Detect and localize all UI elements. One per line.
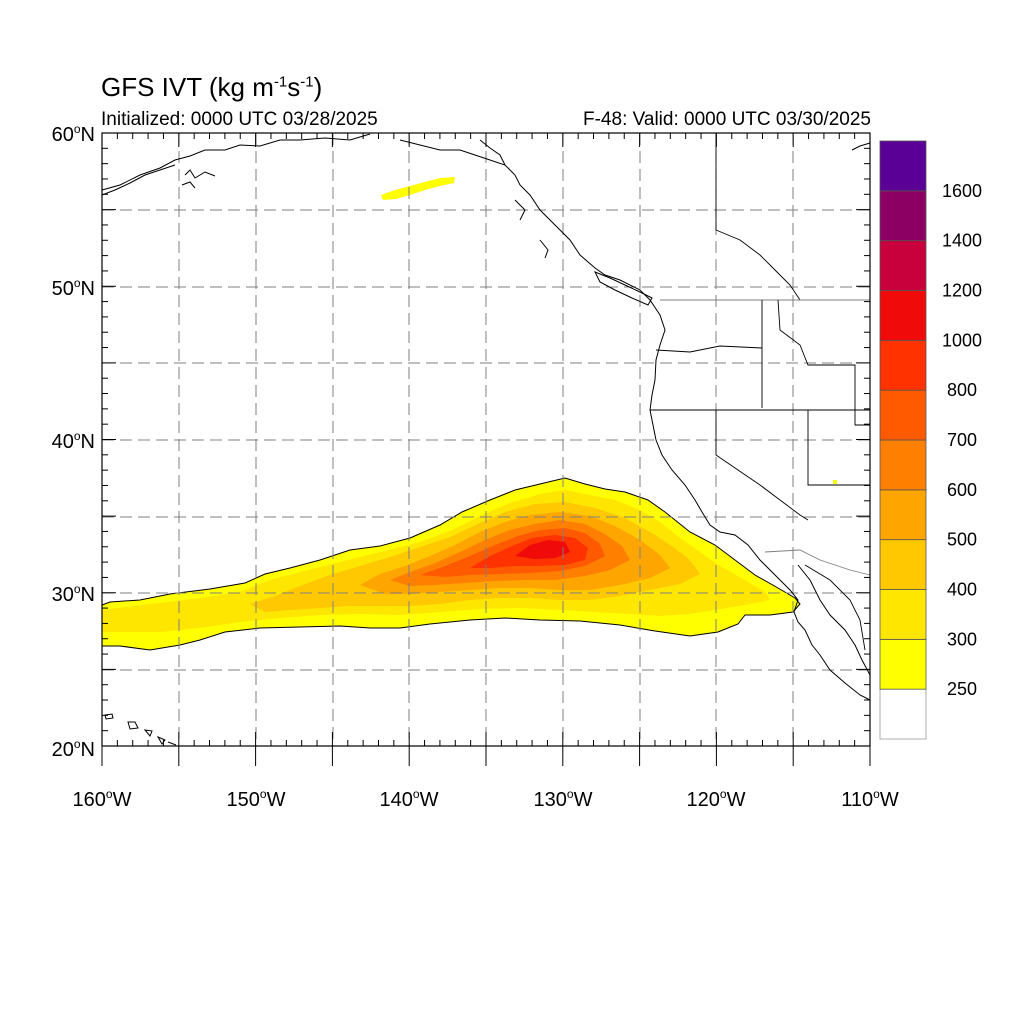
lat-label-20: 20oN [52, 737, 95, 761]
ivt-shade-1000 [515, 540, 570, 559]
colorbar-label: 1200 [942, 281, 982, 301]
baja-gulf [797, 564, 871, 676]
colorbar-label: 1400 [942, 231, 982, 251]
colorbar-swatch [879, 688, 927, 740]
colorbar-swatch [879, 290, 927, 341]
alaska-peninsula [101, 164, 176, 196]
coast-islands-bc [479, 139, 549, 259]
vancouver-island [593, 271, 653, 306]
lat-label-50: 50oN [52, 276, 95, 300]
colorbar-label: 800 [947, 380, 977, 400]
alaska-islands [181, 169, 216, 189]
colorbar-label: 700 [947, 430, 977, 450]
lon-label-130: 130oW [534, 787, 593, 811]
lon-label-120: 120oW [687, 787, 746, 811]
colorbar-swatch [879, 389, 927, 441]
colorbar: 250 300 400 500 600 700 800 1000 1200 1400 1600 [879, 140, 982, 740]
nevada-utah [807, 410, 870, 486]
colorbar-label: 600 [947, 480, 977, 500]
colorbar-swatch [879, 190, 927, 242]
lat-label-30: 30oN [52, 582, 95, 606]
colorbar-label: 500 [947, 530, 977, 550]
us-mexico [764, 549, 871, 576]
colorbar-swatch [879, 439, 927, 491]
mexico-interior [804, 564, 866, 651]
valid-time: F-48: Valid: 0000 UTC 03/30/2025 [583, 109, 871, 130]
lon-label-160: 160oW [73, 787, 132, 811]
lon-label-150: 150oW [227, 787, 286, 811]
colorbar-swatch [879, 240, 927, 291]
lon-label-110: 110oW [841, 787, 899, 811]
lat-axis-labels: 60oN 50oN 40oN 30oN 20oN [52, 122, 95, 761]
lon-axis-labels: 160oW 150oW 140oW 130oW 120oW 110oW [73, 787, 899, 811]
colorbar-label: 1000 [942, 330, 982, 350]
coastlines [101, 133, 871, 746]
ivt-field [101, 177, 837, 651]
graticule [102, 133, 870, 746]
lat-label-60: 60oN [52, 122, 95, 146]
colorbar-label: 1600 [942, 181, 982, 201]
us-canada-border-bc [715, 133, 801, 301]
initialized-time: Initialized: 0000 UTC 03/28/2025 [101, 109, 378, 130]
colorbar-swatch [879, 339, 927, 391]
east-coast-top [851, 142, 871, 151]
gulf-alaska-coast [399, 139, 871, 701]
california-nevada [715, 410, 809, 521]
ivt-shade-gulf-patch [381, 177, 455, 200]
colorbar-swatch [879, 589, 927, 640]
colorbar-swatch [879, 539, 927, 590]
colorbar-label: 400 [947, 580, 977, 600]
ivt-shade-arizona-speck [833, 480, 837, 484]
colorbar-swatch [879, 638, 927, 690]
colorbar-label: 300 [947, 629, 977, 649]
axis-ticks [101, 132, 871, 766]
colorbar-swatch [879, 140, 927, 192]
colorbar-swatch [879, 489, 927, 541]
hawaii-islands [104, 713, 177, 746]
political-boundaries [650, 133, 871, 651]
washington-oregon [655, 345, 763, 353]
lat-label-40: 40oN [52, 429, 95, 453]
montana-wyoming [777, 299, 870, 426]
lon-label-140: 140oW [380, 787, 439, 811]
map-title: GFS IVT (kg m-1s-1) [101, 72, 323, 102]
colorbar-label: 250 [947, 679, 977, 699]
